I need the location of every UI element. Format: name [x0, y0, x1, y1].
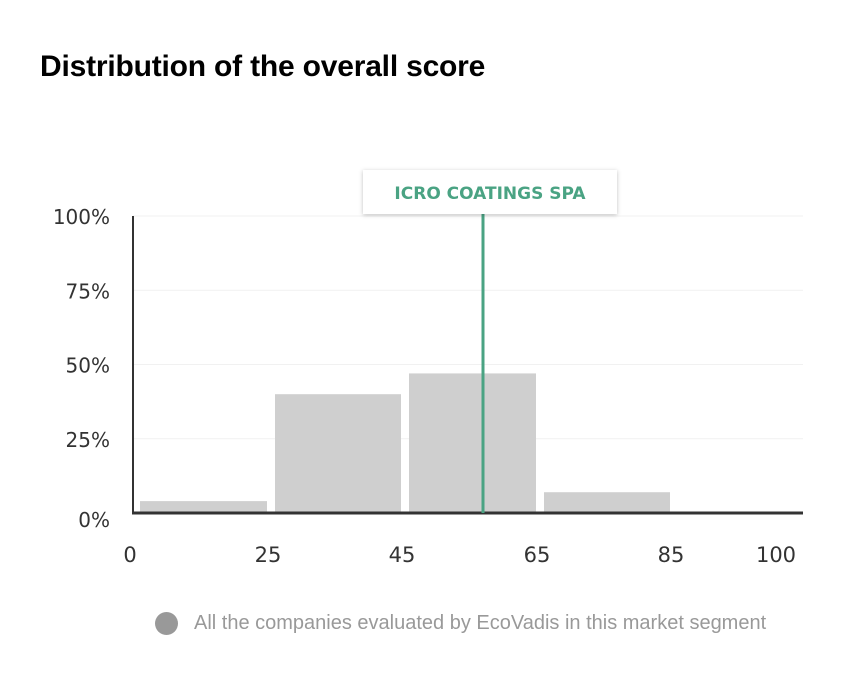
legend-label: All the companies evaluated by EcoVadis …: [194, 612, 767, 634]
bar-65-85: [544, 492, 670, 513]
tick-labels: 0% 25% 50% 75% 100% 0 25 45 65 85 100: [53, 205, 796, 567]
x-tick-label: 65: [524, 543, 551, 567]
y-tick-label: 50%: [66, 354, 110, 378]
x-tick-label: 0: [123, 543, 136, 567]
chart-title: Distribution of the overall score: [40, 50, 486, 83]
x-tick-label: 25: [255, 543, 282, 567]
bar-0-25: [140, 501, 267, 513]
legend: All the companies evaluated by EcoVadis …: [155, 612, 766, 635]
x-tick-label: 100: [756, 543, 796, 567]
bars: [140, 373, 670, 513]
y-tick-label: 75%: [66, 279, 110, 303]
y-tick-label: 25%: [66, 428, 110, 452]
x-tick-label: 85: [658, 543, 685, 567]
bar-45-65: [409, 373, 536, 513]
axes: [132, 216, 803, 515]
company-label: ICRO COATINGS SPA: [394, 184, 586, 204]
y-tick-label: 0%: [78, 508, 110, 532]
legend-dot-icon: [155, 612, 178, 635]
x-tick-label: 45: [389, 543, 416, 567]
company-label-box: [363, 170, 617, 214]
bar-25-45: [275, 394, 401, 513]
company-marker: ICRO COATINGS SPA: [363, 170, 617, 513]
y-tick-label: 100%: [53, 205, 110, 229]
grid-lines: [133, 215, 803, 440]
